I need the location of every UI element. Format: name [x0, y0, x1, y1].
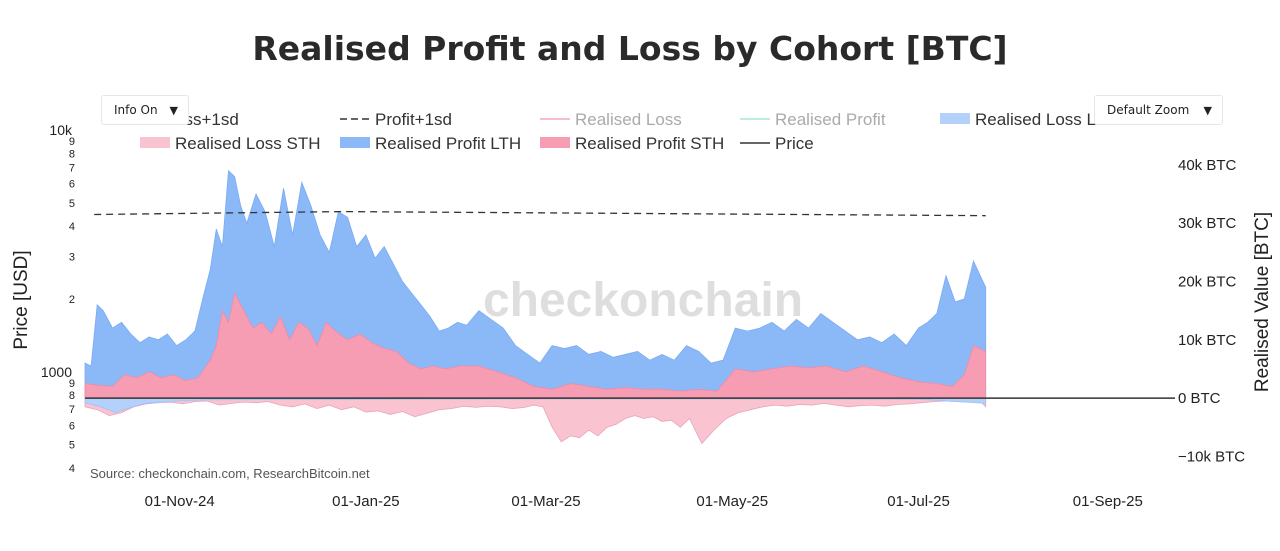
- right-tick-label: 0 BTC: [1178, 390, 1221, 407]
- legend-item: Realised Loss STH: [140, 134, 321, 153]
- realised-loss-sth-area: [84, 397, 987, 445]
- profit-plus-1sd-line: [94, 210, 986, 217]
- x-tick-label: 01-May-25: [696, 493, 768, 510]
- zoom-select-button[interactable]: Default Zoom ▼: [1094, 95, 1223, 125]
- x-tick-label: 01-Mar-25: [511, 493, 580, 510]
- legend-item: Price: [740, 134, 814, 153]
- left-tick-label: 2: [69, 294, 75, 306]
- right-axis-ticks: 40k BTC 30k BTC 20k BTC 10k BTC 0 BTC −10k BT…: [1178, 157, 1245, 465]
- left-tick-label: 10k: [49, 122, 73, 138]
- legend-item: Realised Loss L: [940, 110, 1096, 129]
- left-tick-label: 6: [69, 179, 75, 191]
- chevron-down-icon: ▼: [1203, 103, 1212, 117]
- x-tick-label: 01-Jan-25: [332, 493, 400, 510]
- legend-label: Realised Profit LTH: [375, 134, 521, 153]
- right-tick-label: 20k BTC: [1178, 274, 1237, 291]
- left-tick-label: 9: [69, 136, 75, 148]
- legend-swatch: [940, 113, 970, 124]
- legend-label: Realised Loss STH: [175, 134, 321, 153]
- left-tick-label: 8: [69, 390, 75, 402]
- plot-area: [84, 169, 1175, 445]
- right-tick-label: 10k BTC: [1178, 332, 1237, 349]
- left-tick-label: 3: [69, 251, 75, 263]
- legend-label: oss+1sd: [175, 110, 239, 129]
- legend-item: Realised Profit LTH: [340, 134, 521, 153]
- zoom-select-label: Default Zoom: [1107, 103, 1190, 117]
- x-axis-ticks: 01-Nov-24 01-Jan-25 01-Mar-25 01-May-25 01-J…: [145, 493, 1143, 510]
- chart-title: Realised Profit and Loss by Cohort [BTC]: [252, 29, 1007, 68]
- info-toggle-button[interactable]: Info On ▼: [101, 95, 189, 125]
- legend-swatch: [340, 137, 370, 148]
- left-tick-label: 7: [69, 162, 75, 174]
- right-axis-title: Realised Value [BTC]: [1252, 212, 1273, 392]
- left-tick-label: 5: [69, 440, 75, 452]
- right-tick-label: 30k BTC: [1178, 215, 1237, 232]
- legend-label: Realised Profit STH: [575, 134, 724, 153]
- left-tick-label: 9: [69, 378, 75, 390]
- source-note: Source: checkonchain.com, ResearchBitcoi…: [90, 466, 370, 481]
- info-toggle-label: Info On: [114, 103, 158, 117]
- legend-label: Realised Loss: [575, 110, 682, 129]
- x-tick-label: 01-Sep-25: [1073, 493, 1143, 510]
- legend-label: Realised Loss L: [975, 110, 1096, 129]
- legend-swatch: [140, 137, 170, 148]
- left-axis-title: Price [USD]: [11, 250, 32, 349]
- legend-label: Profit+1sd: [375, 110, 452, 129]
- chevron-down-icon: ▼: [169, 103, 178, 117]
- legend-label: Realised Profit: [775, 110, 886, 129]
- x-tick-label: 01-Jul-25: [887, 493, 950, 510]
- legend-item: Realised Profit STH: [540, 134, 724, 153]
- legend-item: Realised Loss: [540, 110, 682, 129]
- legend: oss+1sd Profit+1sd Realised Loss Realised P…: [140, 110, 1096, 153]
- left-tick-label: 7: [69, 404, 75, 416]
- left-tick-label: 6: [69, 420, 75, 432]
- left-tick-label: 5: [69, 198, 75, 210]
- watermark: checkonchain: [483, 274, 803, 327]
- right-tick-label: 40k BTC: [1178, 157, 1237, 174]
- left-tick-label: 4: [69, 221, 75, 233]
- legend-swatch: [540, 137, 570, 148]
- realised-profit-sth-area: [84, 292, 987, 399]
- realised-loss-lth-area: [84, 397, 987, 414]
- left-tick-label: 8: [69, 148, 75, 160]
- right-tick-label: −10k BTC: [1178, 448, 1245, 465]
- legend-label: Price: [775, 134, 814, 153]
- legend-item: Realised Profit: [740, 110, 886, 129]
- left-tick-label: 1000: [41, 364, 72, 380]
- x-tick-label: 01-Nov-24: [145, 493, 215, 510]
- legend-item: Profit+1sd: [340, 110, 452, 129]
- left-tick-label: 4: [69, 463, 75, 475]
